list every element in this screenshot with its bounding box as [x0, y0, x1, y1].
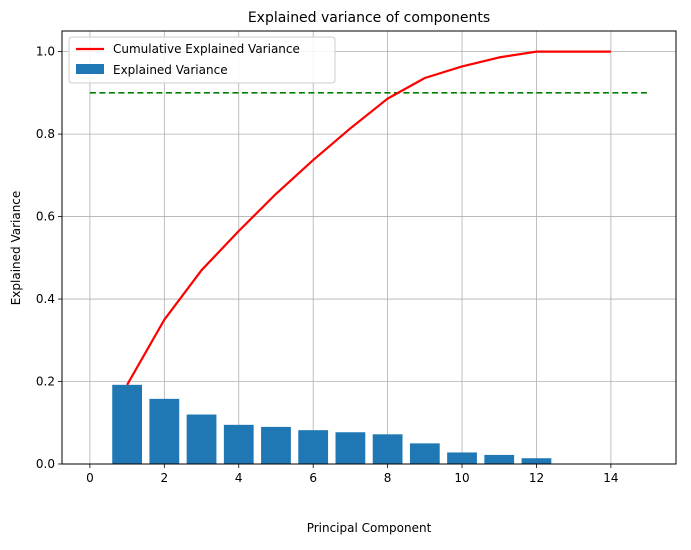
y-tick-label: 0.4	[36, 292, 55, 306]
bar	[484, 454, 515, 464]
x-tick-label: 10	[454, 471, 469, 485]
bar	[409, 443, 440, 464]
x-tick-label: 6	[309, 471, 317, 485]
legend-label-cumulative: Cumulative Explained Variance	[113, 42, 300, 56]
x-axis-label: Principal Component	[307, 521, 432, 535]
bar	[261, 426, 291, 464]
x-tick-label: 0	[86, 471, 94, 485]
y-tick-label: 1.0	[36, 45, 55, 59]
x-tick-label: 12	[529, 471, 544, 485]
bar	[298, 430, 329, 464]
legend-box	[68, 36, 336, 84]
y-tick-label: 0.2	[36, 375, 55, 389]
y-tick-label: 0.0	[36, 457, 55, 471]
bar	[447, 452, 477, 464]
x-tick-label: 2	[161, 471, 169, 485]
y-tick-label: 0.6	[36, 210, 55, 224]
plot-area: 0 2 4 6 8 10 12 14 0.0 0.2 0.4 0.6 0.8 1.0	[36, 30, 677, 485]
x-tick-label: 14	[603, 471, 618, 485]
y-tick-label: 0.8	[36, 127, 55, 141]
chart-title: Explained variance of components	[248, 10, 490, 26]
y-axis-label: Explained Variance	[9, 191, 23, 306]
cumulative-line	[126, 50, 611, 386]
legend: Cumulative Explained Variance Explained V…	[68, 36, 336, 84]
bar	[223, 424, 254, 464]
bar	[112, 384, 143, 464]
bar	[521, 458, 552, 464]
x-tick-label: 4	[235, 471, 243, 485]
plot-frame	[61, 30, 677, 465]
bar	[335, 432, 366, 464]
x-tick-label: 8	[384, 471, 392, 485]
legend-label-explained: Explained Variance	[113, 63, 228, 77]
bar	[149, 398, 180, 464]
legend-bar-swatch	[76, 64, 104, 74]
bar	[186, 414, 217, 464]
bar	[372, 434, 403, 464]
